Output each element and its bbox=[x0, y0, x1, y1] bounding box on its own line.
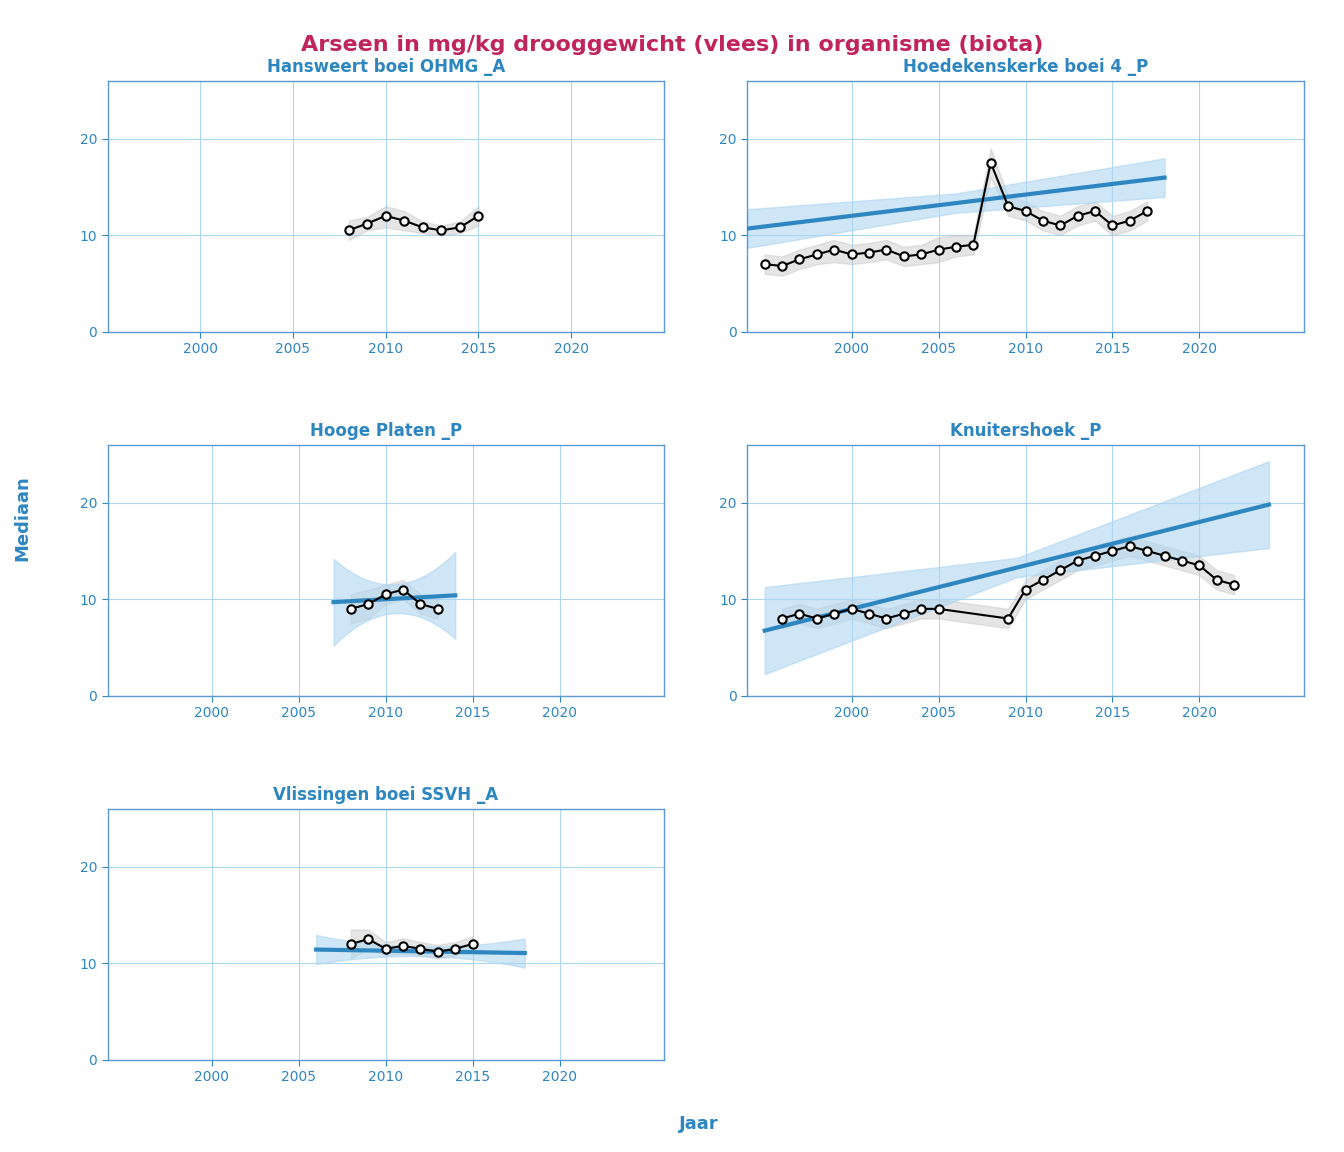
Title: Hansweert boei OHMG _A: Hansweert boei OHMG _A bbox=[266, 59, 505, 76]
Title: Hooge Platen _P: Hooge Platen _P bbox=[309, 423, 462, 440]
Text: Jaar: Jaar bbox=[679, 1115, 719, 1132]
Title: Hoedekenskerke boei 4 _P: Hoedekenskerke boei 4 _P bbox=[903, 59, 1148, 76]
Text: Mediaan: Mediaan bbox=[13, 476, 31, 561]
Text: Arseen in mg/kg drooggewicht (vlees) in organisme (biota): Arseen in mg/kg drooggewicht (vlees) in … bbox=[301, 35, 1043, 54]
Title: Vlissingen boei SSVH _A: Vlissingen boei SSVH _A bbox=[273, 787, 499, 804]
Title: Knuitershoek _P: Knuitershoek _P bbox=[950, 423, 1101, 440]
